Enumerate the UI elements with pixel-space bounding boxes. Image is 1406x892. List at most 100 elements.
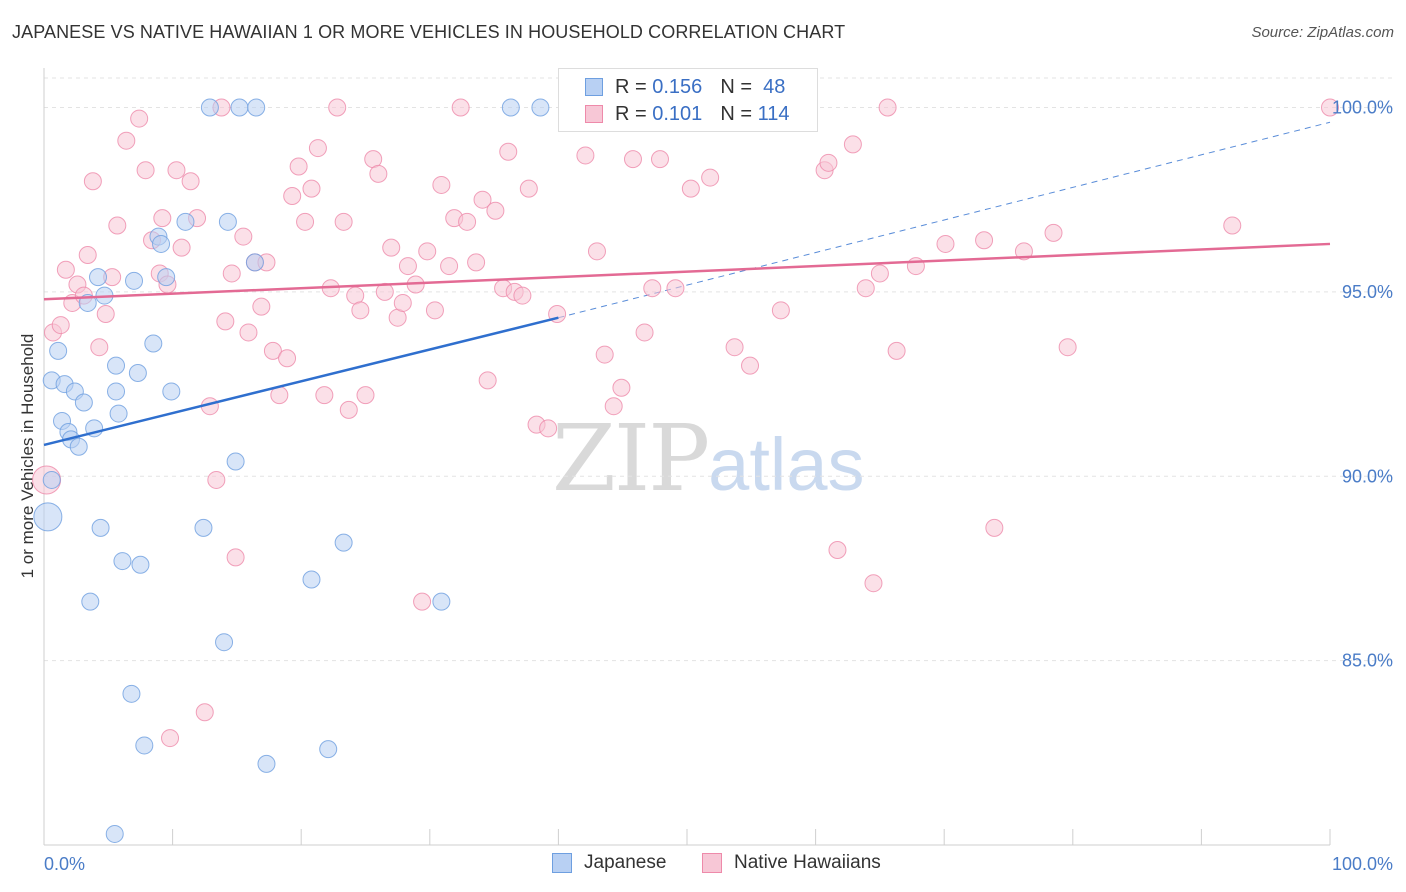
hawaiian-point — [878, 98, 897, 117]
japanese-point — [33, 502, 63, 532]
native-hawaiian-points — [32, 98, 1339, 748]
legend-r-value: 0.156 — [652, 75, 703, 98]
legend-row-japanese: R = 0.156 N = 48 — [585, 74, 785, 100]
hawaiian-point — [623, 150, 642, 169]
japanese-point — [105, 824, 124, 843]
hawaiian-point — [398, 257, 417, 276]
hawaiian-point — [604, 397, 623, 416]
hawaiian-point — [289, 157, 308, 176]
hawaiian-point — [870, 264, 889, 283]
japanese-point — [144, 334, 163, 353]
hawaiian-point — [90, 338, 109, 357]
japanese-points — [33, 98, 550, 843]
japanese-point — [122, 684, 141, 703]
japanese-point — [157, 268, 176, 287]
hawaiian-point — [1044, 223, 1063, 242]
hawaiian-point — [308, 139, 327, 158]
hawaiian-point — [432, 175, 451, 194]
bottom-legend-japanese: Japanese — [552, 852, 666, 874]
hawaiian-point — [161, 729, 180, 748]
hawaiian-point — [635, 323, 654, 342]
japanese-point — [131, 555, 150, 574]
hawaiian-point — [1014, 242, 1033, 261]
japanese-trend-line — [43, 316, 559, 447]
hawaiian-point — [216, 312, 235, 331]
hawaiian-point — [458, 212, 477, 231]
hawaiian-point — [334, 212, 353, 231]
hawaiian-point — [478, 371, 497, 390]
hawaiian-point — [906, 257, 925, 276]
japanese-point — [113, 552, 132, 571]
japanese-point — [69, 437, 88, 456]
watermark-atlas: atlas — [708, 423, 865, 506]
hawaiian-point — [195, 703, 214, 722]
japanese-point — [230, 98, 249, 117]
hawaiian-trend-line — [43, 242, 1331, 301]
trend-lines-dashed — [558, 121, 1331, 319]
japanese-point — [215, 633, 234, 652]
hawaiian-point — [513, 286, 532, 305]
hawaiian-point — [425, 301, 444, 320]
hawaiian-point — [725, 338, 744, 357]
legend-r-label: R = — [615, 75, 647, 98]
hawaiian-point — [828, 541, 847, 559]
hawaiian-point — [975, 231, 994, 250]
hawaiian-point — [1058, 338, 1077, 357]
hawaiian-point — [117, 131, 136, 150]
hawaiian-point — [226, 548, 245, 567]
japanese-point — [152, 234, 171, 253]
japanese-trend-extension — [558, 121, 1331, 319]
hawaiian-point — [78, 246, 97, 264]
japanese-point — [81, 592, 100, 611]
hawaiian-point — [413, 592, 432, 611]
hawaiian-point — [328, 98, 347, 117]
legend-n-value: 48 — [763, 75, 786, 98]
hawaiian-point — [539, 419, 558, 438]
japanese-point — [302, 570, 321, 589]
hawaiian-point — [96, 305, 115, 323]
japanese-point — [125, 271, 144, 290]
japanese-point — [245, 253, 264, 272]
hawaiian-swatch — [702, 853, 722, 873]
japanese-swatch — [552, 853, 572, 873]
hawaiian-point — [222, 264, 241, 283]
hawaiian-point — [771, 301, 790, 320]
japanese-point — [135, 736, 154, 755]
hawaiian-point — [451, 98, 470, 117]
hawaiian-point — [393, 293, 412, 312]
japanese-point — [226, 452, 245, 471]
hawaiian-point — [56, 260, 75, 279]
japanese-point — [200, 98, 219, 117]
hawaiian-point — [1321, 98, 1339, 117]
japanese-point — [107, 382, 126, 401]
japanese-point — [176, 212, 195, 231]
y-tick-label: 95.0% — [1342, 282, 1393, 302]
japanese-point — [89, 268, 108, 287]
hawaiian-point — [315, 386, 334, 405]
hawaiian-point — [499, 142, 518, 161]
tick-labels: 85.0% 90.0% 95.0% 100.0% 0.0% 100.0% — [44, 98, 1393, 875]
hawaiian-point — [108, 216, 127, 235]
y-tick-label: 100.0% — [1332, 98, 1393, 118]
japanese-point — [501, 98, 520, 117]
japanese-point — [91, 518, 110, 537]
hawaiian-point — [440, 257, 459, 276]
hawaiian-point — [418, 242, 437, 261]
trend-lines — [43, 242, 1331, 447]
hawaiian-point — [207, 470, 226, 489]
hawaiian-point — [467, 253, 486, 272]
japanese-point — [257, 754, 276, 773]
y-tick-label: 90.0% — [1342, 466, 1393, 486]
japanese-point — [162, 382, 181, 401]
hawaiian-point — [83, 172, 102, 191]
hawaiian-point — [681, 179, 700, 198]
hawaiian-point — [856, 279, 875, 298]
hawaiian-point — [252, 297, 271, 316]
hawaiian-point — [234, 227, 253, 246]
japanese-swatch — [585, 78, 603, 96]
hawaiian-point — [296, 212, 315, 231]
hawaiian-point — [263, 341, 282, 360]
japanese-point — [319, 740, 338, 759]
japanese-point — [42, 470, 61, 489]
hawaiian-point — [985, 518, 1004, 537]
